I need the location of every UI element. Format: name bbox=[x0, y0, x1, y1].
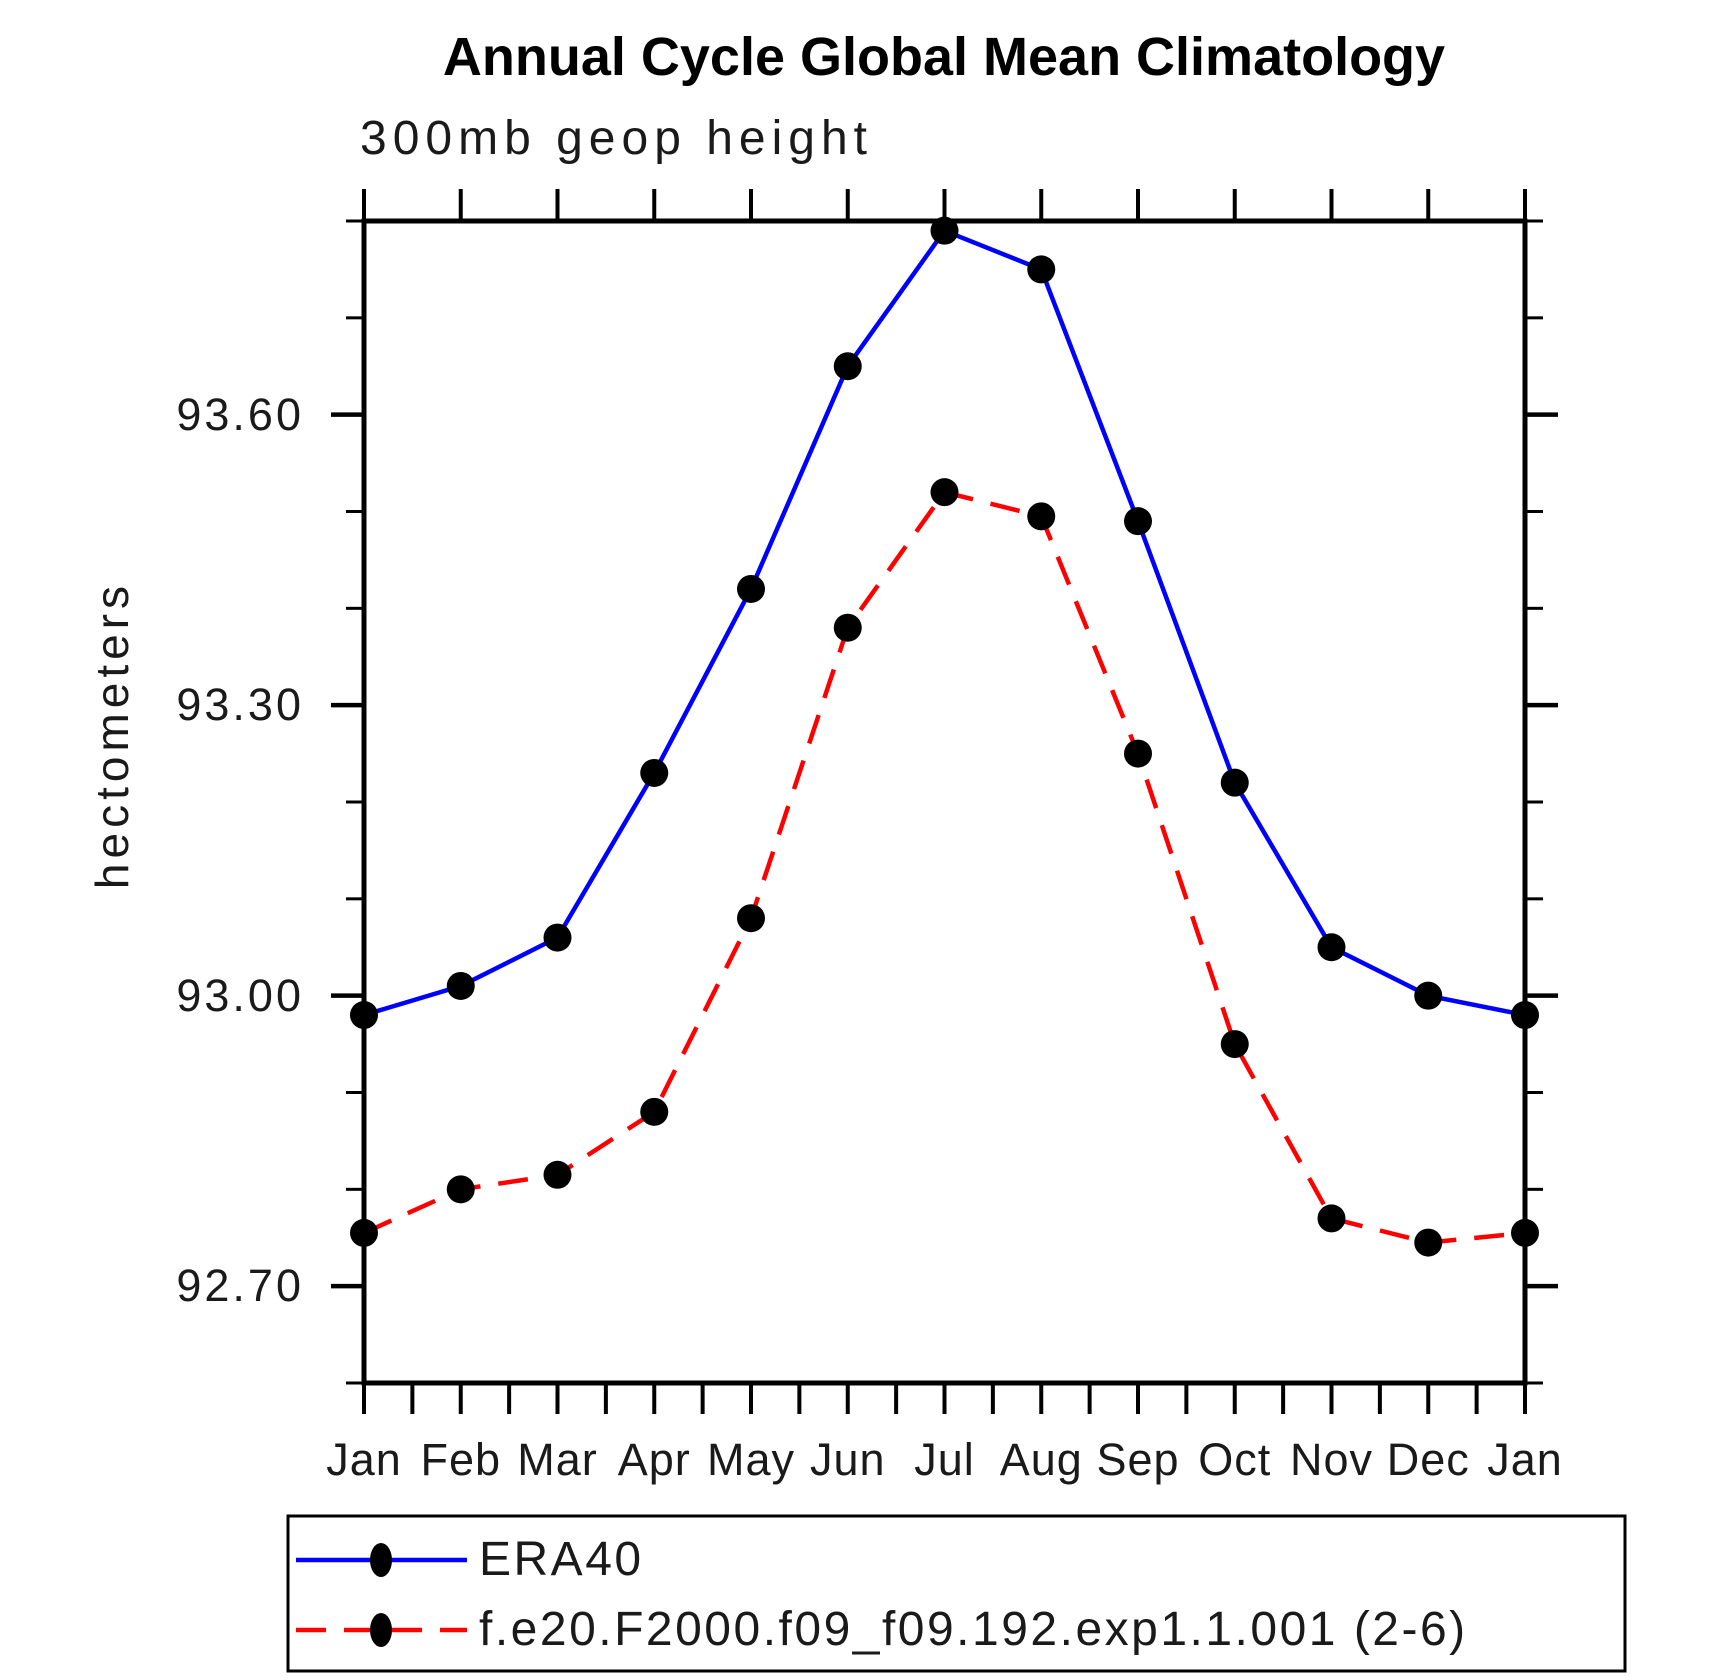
x-tick-label: May bbox=[706, 1434, 796, 1485]
x-tick-label: Jan bbox=[1487, 1434, 1563, 1485]
x-tick-label: Jun bbox=[809, 1434, 886, 1485]
x-tick-label: Jan bbox=[326, 1434, 402, 1485]
x-tick-label: Apr bbox=[617, 1434, 691, 1485]
x-tick-label: Dec bbox=[1386, 1434, 1470, 1485]
x-tick-label: Aug bbox=[999, 1434, 1083, 1485]
x-tick-label: Sep bbox=[1096, 1434, 1180, 1485]
x-tick-label: Mar bbox=[517, 1434, 598, 1485]
chart-subtitle: 300mb geop height bbox=[360, 112, 873, 165]
x-tick-label: Feb bbox=[420, 1434, 502, 1485]
y-axis-label: hectometers bbox=[86, 580, 138, 890]
x-tick-label: Oct bbox=[1198, 1434, 1272, 1485]
y-tick-label: 93.00 bbox=[176, 969, 304, 1021]
chart-title: Annual Cycle Global Mean Climatology bbox=[442, 27, 1446, 87]
x-tick-label: Jul bbox=[914, 1434, 975, 1485]
y-tick-label: 93.60 bbox=[176, 388, 304, 440]
legend-label-model: f.e20.F2000.f09_f09.192.exp1.1.001 (2-6) bbox=[479, 1603, 1468, 1656]
y-tick-label: 92.70 bbox=[176, 1260, 304, 1312]
y-tick-label: 93.30 bbox=[176, 679, 304, 731]
x-tick-label: Nov bbox=[1289, 1434, 1374, 1485]
legend-label-era40: ERA40 bbox=[479, 1533, 644, 1586]
